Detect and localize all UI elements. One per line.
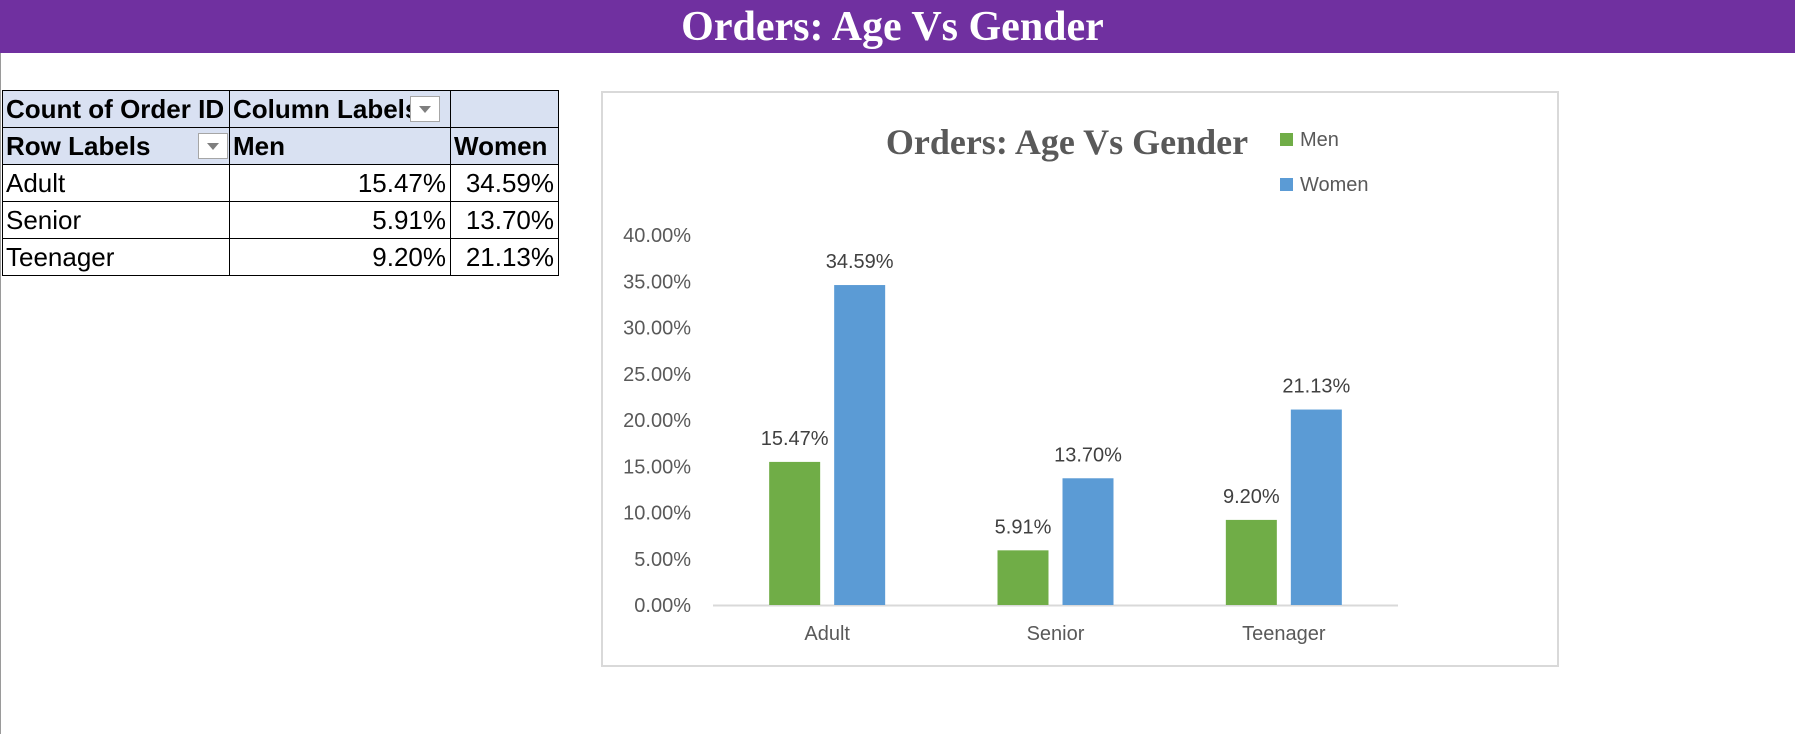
banner-title: Orders: Age Vs Gender [681, 3, 1104, 50]
pivot-header-empty [450, 90, 559, 128]
pivot-women-header: Women [450, 127, 559, 165]
data-label: 9.20% [1223, 486, 1280, 508]
pivot-value-header: Count of Order ID [2, 90, 230, 128]
row-filter-dropdown-icon[interactable] [198, 133, 228, 159]
bar-women [1290, 409, 1342, 605]
pivot-header-row: Count of Order ID Column Labels [2, 90, 559, 128]
men-value[interactable]: 9.20% [229, 238, 451, 276]
bar-men [769, 461, 821, 605]
pivot-row: Teenager 9.20% 21.13% [2, 238, 559, 276]
y-tick-label: 35.00% [623, 271, 691, 293]
y-tick-label: 5.00% [634, 549, 691, 571]
y-tick-label: 15.00% [623, 456, 691, 478]
women-value[interactable]: 13.70% [450, 201, 559, 239]
bar-women [834, 285, 886, 605]
y-tick-label: 20.00% [623, 410, 691, 432]
men-value[interactable]: 5.91% [229, 201, 451, 239]
pivot-row: Adult 15.47% 34.59% [2, 164, 559, 202]
y-tick-label: 25.00% [623, 364, 691, 386]
pivot-row: Senior 5.91% 13.70% [2, 201, 559, 239]
y-tick-label: 10.00% [623, 503, 691, 525]
data-label: 34.59% [826, 251, 894, 273]
legend-label: Men [1300, 129, 1339, 151]
pivot-column-labels-header[interactable]: Column Labels [229, 90, 451, 128]
row-label[interactable]: Adult [2, 164, 230, 202]
legend-swatch-women [1280, 178, 1293, 191]
row-label[interactable]: Senior [2, 201, 230, 239]
sheet-left-border [0, 0, 1, 734]
women-value[interactable]: 34.59% [450, 164, 559, 202]
pivot-table: Count of Order ID Column Labels Row Labe… [2, 90, 559, 276]
row-label[interactable]: Teenager [2, 238, 230, 276]
title-banner: Orders: Age Vs Gender [0, 0, 1795, 53]
men-value[interactable]: 15.47% [229, 164, 451, 202]
pivot-subheader-row: Row Labels Men Women [2, 127, 559, 165]
chart-area[interactable]: Orders: Age Vs Gender 0.00% 5.00% 10.00% 15… [601, 91, 1559, 667]
bar-chart: Orders: Age Vs Gender 0.00% 5.00% 10.00% 15… [623, 122, 1398, 645]
legend-label: Women [1300, 174, 1369, 196]
column-labels-text: Column Labels [233, 93, 420, 124]
data-label: 5.91% [995, 516, 1052, 538]
pivot-row-labels-header[interactable]: Row Labels [2, 127, 230, 165]
x-category-label: Adult [804, 623, 850, 645]
bar-women [1062, 478, 1114, 605]
pivot-men-header: Men [229, 127, 451, 165]
bar-men [997, 550, 1049, 605]
bar-men [1225, 519, 1277, 605]
data-label: 15.47% [761, 428, 829, 450]
row-labels-text: Row Labels [6, 130, 151, 161]
y-tick-label: 0.00% [634, 595, 691, 617]
women-value[interactable]: 21.13% [450, 238, 559, 276]
column-filter-dropdown-icon[interactable] [410, 96, 440, 122]
y-tick-label: 40.00% [623, 225, 691, 247]
legend-swatch-men [1280, 133, 1293, 146]
x-category-label: Teenager [1242, 623, 1326, 645]
data-label: 21.13% [1282, 376, 1350, 398]
y-tick-label: 30.00% [623, 318, 691, 340]
x-category-label: Senior [1027, 623, 1085, 645]
chart-title: Orders: Age Vs Gender [886, 122, 1248, 162]
data-label: 13.70% [1054, 444, 1122, 466]
